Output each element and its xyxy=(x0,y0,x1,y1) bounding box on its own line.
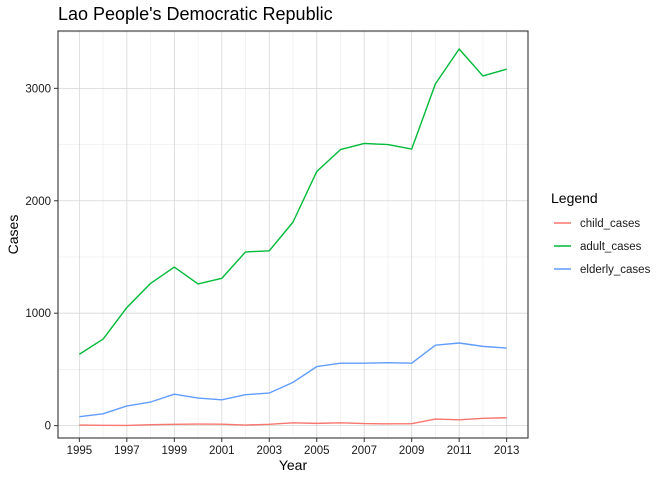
x-tick-label: 2007 xyxy=(351,445,377,457)
series-line-elderly_cases xyxy=(79,342,507,418)
chart-title: Lao People's Democratic Republic xyxy=(58,4,333,24)
y-tick-label: 0 xyxy=(45,421,51,433)
panel-border xyxy=(57,30,529,439)
x-tick-label: 2009 xyxy=(399,445,425,457)
x-tick-label: 2005 xyxy=(304,445,330,457)
legend-label-elderly_cases: elderly_cases xyxy=(580,264,651,276)
x-axis-title: Year xyxy=(279,457,308,473)
y-axis-title: Cases xyxy=(5,215,21,255)
legend: Legend child_cases adult_cases elderly_cas… xyxy=(551,190,651,276)
series-line-child_cases xyxy=(79,417,507,427)
x-tick-label: 2003 xyxy=(256,445,282,457)
axis-ticks: 1995 1997 1999 2001 2003 2005 2007 2009 2011 2013… xyxy=(25,83,519,457)
y-tick-label: 3000 xyxy=(25,83,51,95)
y-tick-label: 1000 xyxy=(25,308,51,320)
legend-label-child_cases: child_cases xyxy=(580,218,640,230)
legend-title: Legend xyxy=(551,190,598,206)
x-tick-label: 2001 xyxy=(209,445,235,457)
grid-lines xyxy=(58,31,528,438)
x-tick-label: 2013 xyxy=(494,445,520,457)
x-tick-label: 2011 xyxy=(447,445,472,457)
series-line-adult_cases xyxy=(78,48,507,355)
series-lines xyxy=(78,48,507,427)
y-tick-label: 2000 xyxy=(25,196,51,208)
legend-label-adult_cases: adult_cases xyxy=(580,241,642,253)
x-tick-label: 1997 xyxy=(114,445,140,457)
x-tick-label: 1995 xyxy=(67,445,93,457)
x-tick-label: 1999 xyxy=(162,445,188,457)
